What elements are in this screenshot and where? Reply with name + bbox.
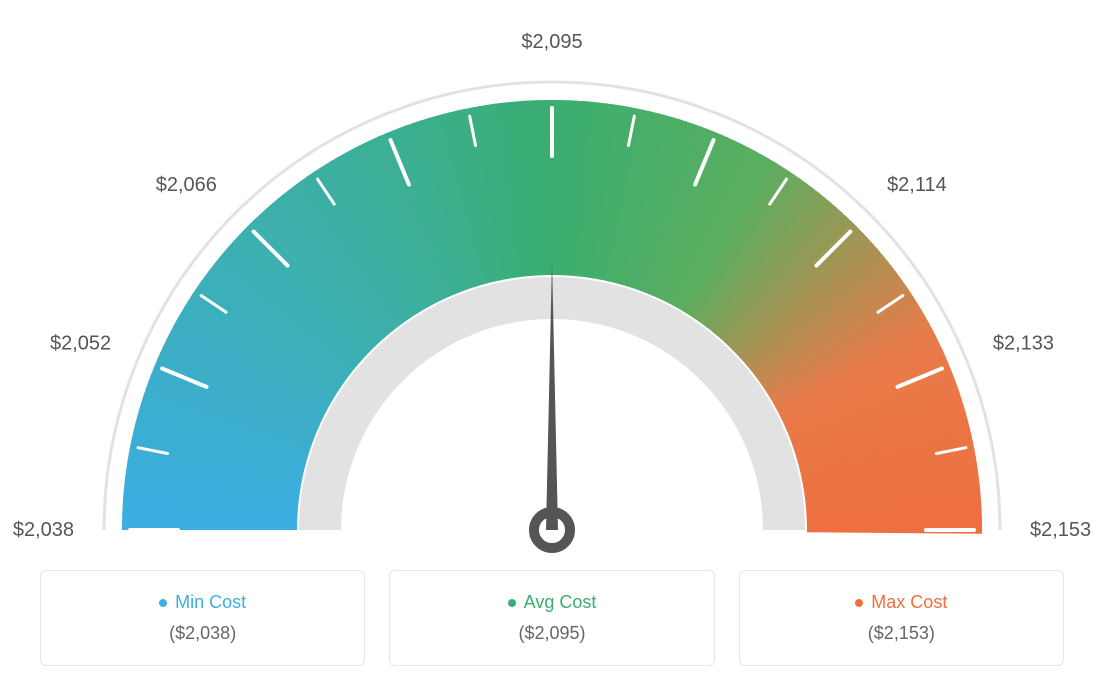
legend-label: Min Cost — [175, 592, 246, 613]
legend-card: Min Cost ($2,038) — [40, 570, 365, 666]
legend-card: Avg Cost ($2,095) — [389, 570, 714, 666]
gauge-tick-label: $2,133 — [993, 332, 1054, 354]
legend-row: Min Cost ($2,038) Avg Cost ($2,095) Max Cost… — [40, 570, 1064, 666]
legend-label: Max Cost — [871, 592, 947, 613]
legend-value: ($2,153) — [868, 623, 935, 644]
gauge-tick-label: $2,052 — [50, 332, 111, 354]
legend-dot — [508, 599, 516, 607]
legend-label-row: Min Cost — [159, 592, 246, 613]
gauge-tick-label: $2,038 — [13, 519, 74, 541]
legend-label-row: Avg Cost — [508, 592, 597, 613]
legend-card: Max Cost ($2,153) — [739, 570, 1064, 666]
legend-label: Avg Cost — [524, 592, 597, 613]
gauge-tick-label: $2,114 — [887, 174, 947, 196]
gauge-chart: $2,038 $2,052 $2,066 $2,095 $2,114 $2,133 $2,1… — [0, 0, 1104, 560]
legend-dot — [159, 599, 167, 607]
gauge-tick-label: $2,095 — [521, 31, 582, 53]
gauge-tick-label: $2,066 — [156, 174, 217, 196]
legend-label-row: Max Cost — [855, 592, 947, 613]
legend-value: ($2,038) — [169, 623, 236, 644]
gauge-tick-label: $2,153 — [1030, 519, 1091, 541]
legend-value: ($2,095) — [518, 623, 585, 644]
legend-dot — [855, 599, 863, 607]
